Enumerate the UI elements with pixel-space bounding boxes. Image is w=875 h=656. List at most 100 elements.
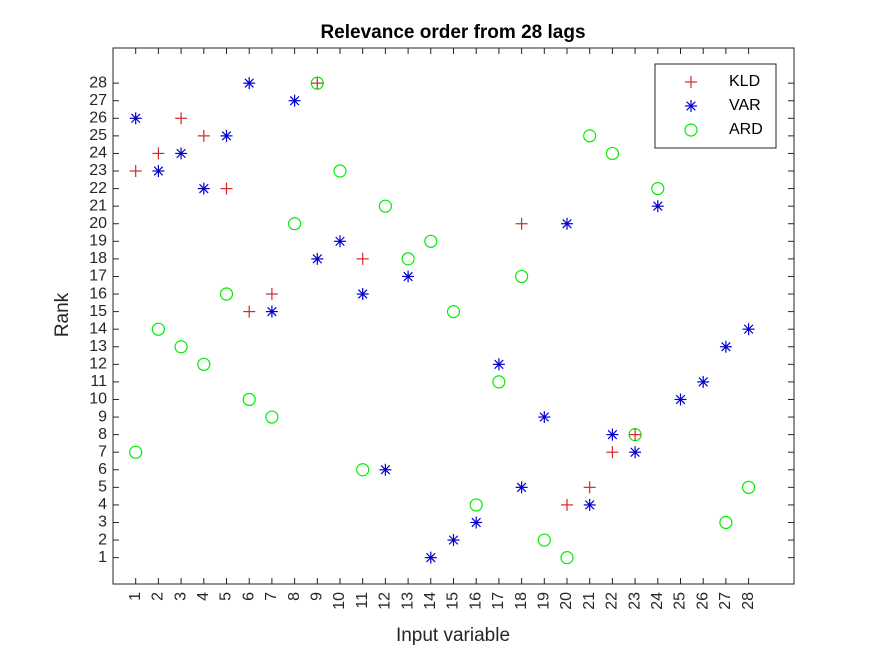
y-tick-label: 23 (89, 162, 107, 179)
point-var (447, 534, 460, 547)
y-tick-label: 1 (98, 549, 107, 566)
legend-marker-ard (684, 123, 698, 137)
point-ard (537, 533, 551, 547)
point-var (288, 94, 301, 107)
x-tick-label: 22 (604, 592, 621, 610)
y-tick-label: 17 (89, 268, 107, 285)
point-ard (356, 463, 370, 477)
x-tick-label: 1 (127, 592, 144, 601)
point-kld (220, 182, 233, 195)
y-tick-label: 6 (98, 461, 107, 478)
point-kld (175, 112, 188, 125)
point-var (583, 498, 596, 511)
y-tick-label: 18 (89, 250, 107, 267)
legend: KLD VAR ARD (654, 63, 777, 149)
y-tick-label: 24 (89, 145, 107, 162)
point-var (697, 375, 710, 388)
point-kld (243, 305, 256, 318)
point-ard (242, 392, 256, 407)
x-tick-label: 11 (354, 592, 371, 609)
point-kld (265, 288, 278, 301)
x-tick-label: 3 (172, 592, 189, 601)
legend-marker-kld (685, 76, 697, 88)
point-var (129, 112, 142, 125)
point-kld (311, 77, 324, 90)
x-tick-label: 17 (490, 592, 507, 610)
point-ard (469, 498, 483, 512)
legend-label: VAR (729, 97, 761, 114)
y-tick-label: 25 (89, 127, 107, 144)
x-tick-label: 8 (286, 592, 303, 601)
point-kld (561, 498, 573, 511)
legend-item-var: VAR (685, 97, 761, 114)
y-tick-label: 21 (89, 197, 107, 214)
y-tick-label: 8 (98, 426, 107, 443)
point-kld (606, 446, 619, 459)
point-ard (514, 269, 529, 284)
x-tick-label: 26 (694, 592, 711, 610)
point-ard (197, 357, 211, 371)
y-tick-label: 15 (89, 303, 107, 320)
chart-title: Relevance order from 28 lags (320, 22, 585, 43)
point-var (402, 270, 415, 283)
y-tick-label: 13 (89, 338, 107, 355)
x-tick-label: 16 (467, 592, 484, 610)
legend-label: KLD (729, 73, 760, 90)
point-kld (197, 129, 210, 142)
x-tick-label: 10 (331, 592, 348, 610)
y-tick-label: 27 (89, 92, 107, 109)
legend-box (654, 63, 777, 149)
y-tick-label: 20 (89, 215, 107, 232)
x-tick-label: 24 (649, 592, 666, 610)
point-ard (333, 164, 347, 178)
x-tick-label: 12 (377, 592, 394, 610)
y-axis-label: Rank (52, 292, 73, 337)
point-ard (219, 287, 234, 301)
point-kld (629, 428, 642, 441)
point-var (492, 358, 505, 371)
point-ard (492, 375, 506, 389)
point-kld (356, 252, 369, 265)
point-ard (651, 181, 665, 196)
point-ard (129, 445, 143, 459)
point-kld (129, 165, 142, 178)
point-var (629, 446, 642, 459)
point-var (265, 305, 278, 318)
x-tick-label: 6 (240, 592, 257, 601)
legend-item-kld: KLD (685, 73, 760, 90)
point-var (175, 147, 188, 160)
point-var (152, 165, 165, 178)
x-tick-label: 2 (150, 592, 167, 601)
axis-ticks: 1 2 3 4 5 6 7 8 9 10 11 12 13 14 15 16 17 18 19 20 21 22 23 24 2… (89, 48, 794, 610)
point-ard (719, 515, 733, 530)
x-tick-label: 28 (740, 592, 757, 610)
y-tick-label: 4 (98, 496, 107, 513)
y-tick-label: 5 (98, 479, 107, 496)
x-tick-label: 13 (399, 592, 416, 610)
point-kld (152, 147, 165, 160)
point-ard (446, 305, 461, 319)
y-tick-label: 28 (89, 74, 107, 91)
point-var (197, 182, 210, 195)
x-tick-label: 14 (422, 592, 439, 610)
x-tick-label: 20 (558, 592, 575, 610)
y-tick-label: 2 (98, 531, 107, 548)
x-tick-label: 15 (445, 592, 462, 610)
x-tick-label: 27 (717, 592, 734, 610)
y-tick-label: 12 (89, 356, 107, 373)
point-var (674, 393, 687, 406)
point-var (515, 481, 528, 494)
legend-marker-var (685, 100, 697, 112)
point-var (311, 252, 324, 265)
point-var (606, 428, 619, 441)
point-var (561, 217, 573, 230)
x-tick-label: 9 (309, 592, 326, 601)
point-ard (583, 129, 597, 143)
y-tick-label: 19 (89, 233, 107, 250)
point-ard (741, 480, 756, 494)
point-ard (288, 217, 302, 231)
y-tick-label: 3 (98, 514, 107, 531)
point-ard (265, 410, 279, 424)
x-tick-label: 5 (218, 592, 235, 601)
